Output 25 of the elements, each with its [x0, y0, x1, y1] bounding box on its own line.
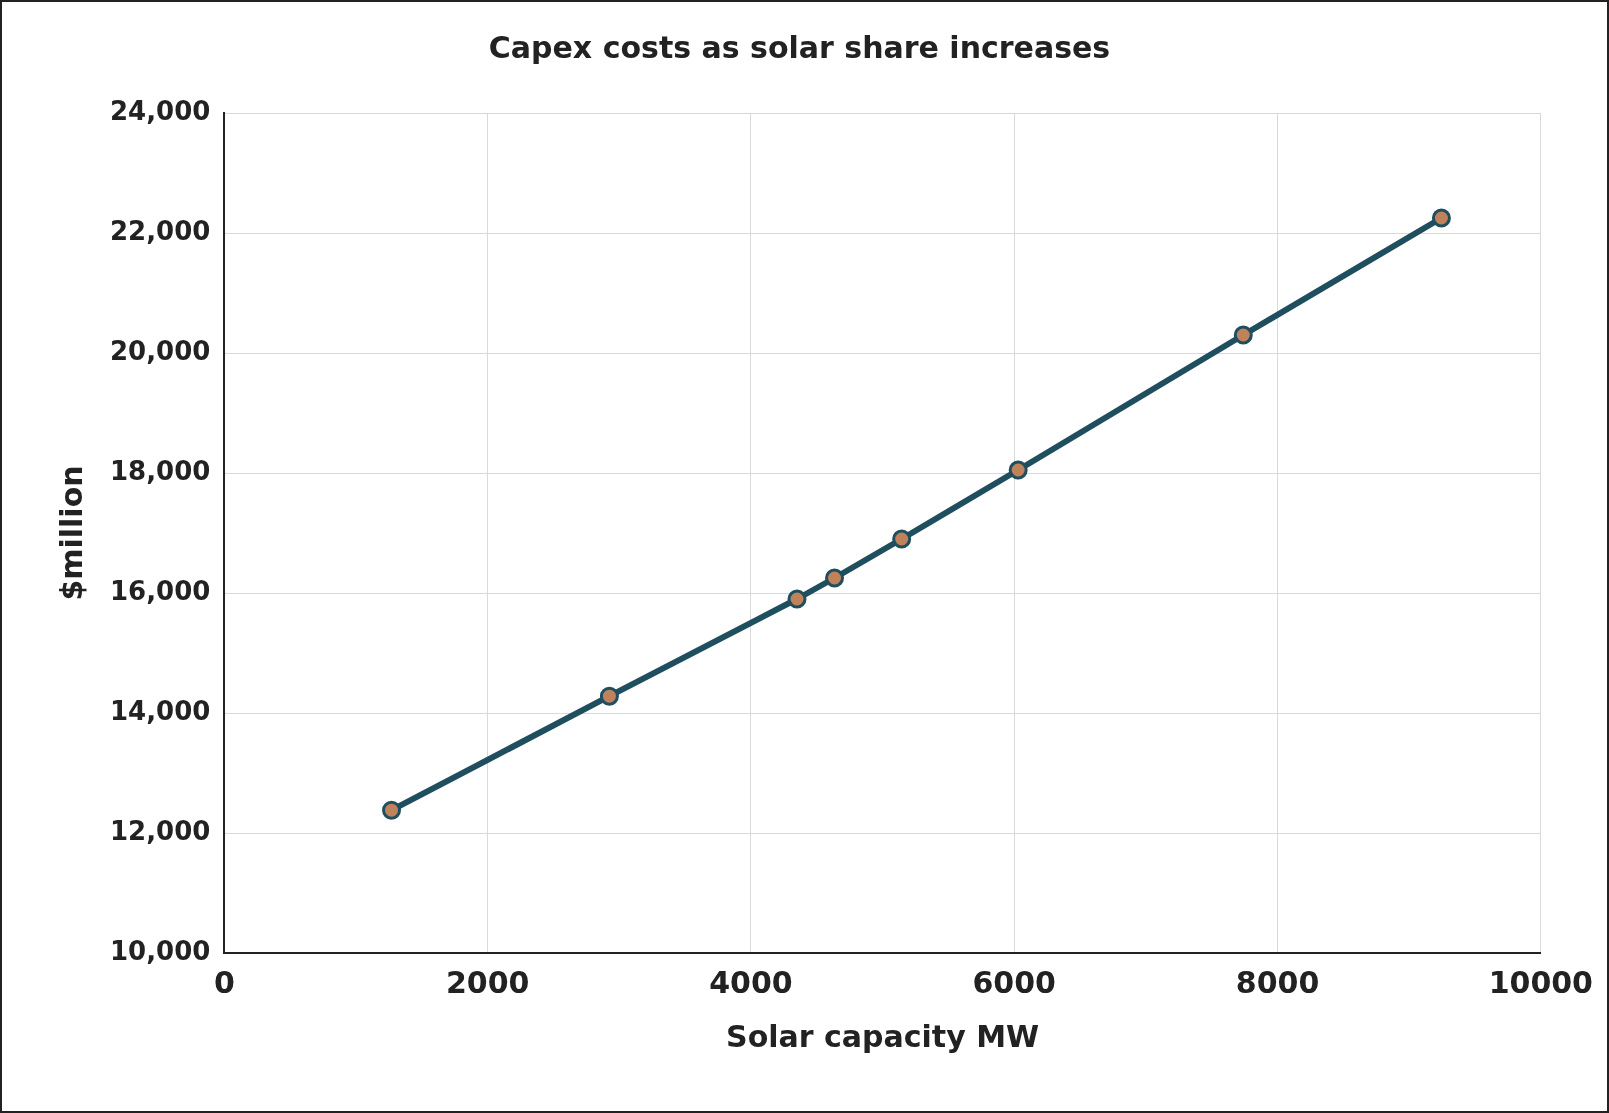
y-tick-label: 16,000: [109, 575, 211, 606]
point: [382, 800, 402, 820]
point: [825, 568, 845, 588]
point: [599, 686, 619, 706]
y-tick-label: 14,000: [109, 695, 211, 726]
x-tick-label: 6000: [972, 964, 1056, 1000]
y-tick-label: 12,000: [109, 815, 211, 846]
y-axis-title: $million: [53, 465, 89, 601]
x-tick-label: 0: [213, 964, 235, 1000]
x-tick-label: 10000: [1488, 964, 1593, 1000]
chart-title: Capex costs as solar share increases: [488, 29, 1111, 65]
point: [892, 529, 912, 549]
point: [787, 589, 807, 609]
x-axis-title: Solar capacity MW: [726, 1018, 1040, 1054]
point: [1008, 460, 1028, 480]
point: [1431, 208, 1451, 228]
y-tick-label: 20,000: [109, 335, 211, 366]
y-tick-label: 24,000: [109, 95, 211, 126]
y-tick-label: 10,000: [109, 935, 211, 966]
y-tick-label: 18,000: [109, 455, 211, 486]
x-tick-label: 8000: [1235, 964, 1320, 1000]
y-tick-label: 22,000: [109, 215, 211, 246]
point: [1233, 325, 1253, 345]
x-tick-label: 4000: [709, 964, 793, 1000]
x-tick-label: 2000: [445, 964, 530, 1000]
